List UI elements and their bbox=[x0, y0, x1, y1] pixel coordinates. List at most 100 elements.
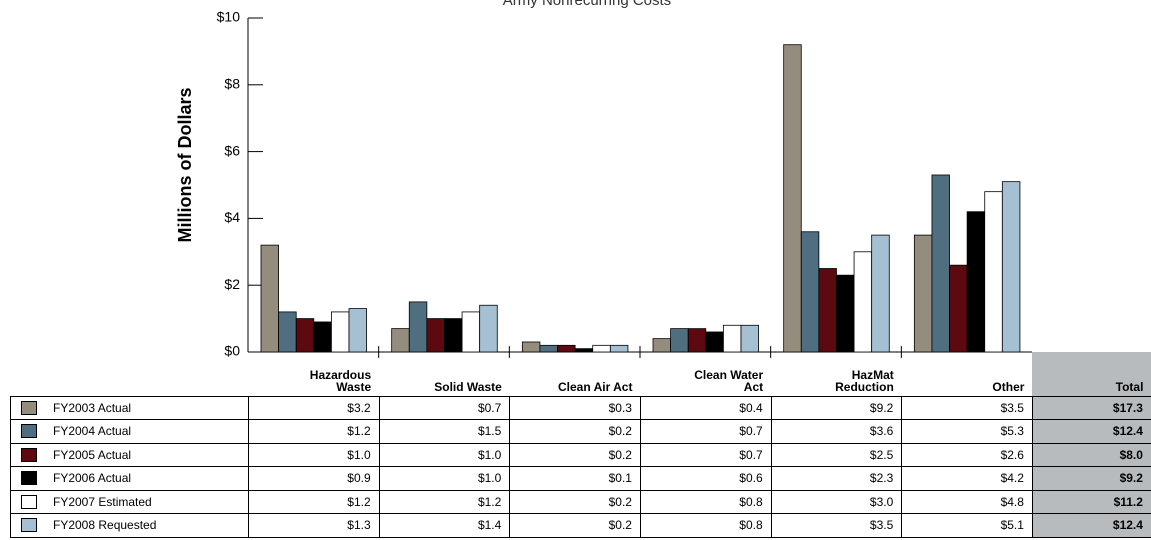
bar bbox=[836, 274, 855, 353]
bar bbox=[913, 234, 933, 353]
value-cell: $1.0 bbox=[378, 466, 511, 491]
bar bbox=[426, 318, 445, 353]
bar bbox=[330, 311, 350, 353]
category-header: Clean Air Act bbox=[509, 352, 641, 397]
value-cell: $0.1 bbox=[509, 466, 641, 491]
series-name: FY2007 Estimated bbox=[53, 494, 152, 509]
bar bbox=[295, 318, 315, 353]
legend-swatch bbox=[21, 518, 37, 532]
bar bbox=[444, 318, 463, 353]
value-cell: $4.8 bbox=[901, 489, 1033, 514]
y-tick-label: $8 bbox=[224, 76, 240, 92]
bar bbox=[1001, 181, 1021, 353]
category-label: HazMat Reduction bbox=[835, 367, 894, 394]
data-row: FY2003 Actual $3.2 $0.7 $0.3 $0.4 $9.2 $3.5 $17… bbox=[10, 395, 1151, 420]
bar bbox=[391, 328, 410, 353]
value-cell: $1.4 bbox=[378, 513, 511, 538]
value-cell: $0.2 bbox=[509, 442, 641, 467]
value-cell: $3.5 bbox=[901, 395, 1033, 420]
category-header: HazMat Reduction bbox=[771, 352, 902, 397]
series-cell: FY2005 Actual bbox=[10, 442, 249, 467]
value-cell: $3.2 bbox=[248, 395, 380, 420]
bar bbox=[818, 268, 837, 353]
value-cell: $0.7 bbox=[639, 442, 772, 467]
value-cell: $1.0 bbox=[248, 442, 380, 467]
data-row: FY2004 Actual $1.2 $1.5 $0.2 $0.7 $3.6 $5.3 $12… bbox=[10, 419, 1151, 444]
value-cell: $9.2 bbox=[770, 395, 903, 420]
legend-swatch bbox=[21, 424, 37, 438]
data-row: FY2006 Actual $0.9 $1.0 $0.1 $0.6 $2.3 $4.2 $9.… bbox=[10, 466, 1151, 491]
value-cell: $0.8 bbox=[639, 513, 772, 538]
series-cell: FY2006 Actual bbox=[10, 466, 249, 491]
value-cell: $0.6 bbox=[639, 466, 772, 491]
series-cell: FY2007 Estimated bbox=[10, 489, 249, 514]
category-label: Clean Air Act bbox=[558, 379, 633, 394]
value-cell: $4.2 bbox=[901, 466, 1033, 491]
bar bbox=[723, 324, 742, 353]
value-cell: $0.4 bbox=[639, 395, 772, 420]
y-axis-label: Millions of Dollars bbox=[175, 87, 195, 242]
corner-cell bbox=[10, 352, 249, 397]
value-cell: $0.3 bbox=[509, 395, 641, 420]
bar bbox=[931, 174, 950, 353]
bar bbox=[871, 234, 890, 353]
y-tick-label: $4 bbox=[224, 209, 240, 225]
bar bbox=[592, 344, 611, 353]
bar bbox=[984, 191, 1003, 353]
bar bbox=[521, 341, 541, 353]
value-cell: $0.2 bbox=[509, 513, 641, 538]
value-cell: $0.9 bbox=[248, 466, 380, 491]
data-row: FY2005 Actual $1.0 $1.0 $0.2 $0.7 $2.5 $2.6 $8.… bbox=[10, 442, 1151, 467]
bar bbox=[461, 311, 481, 353]
bar bbox=[800, 231, 820, 353]
value-cell: $3.0 bbox=[770, 489, 903, 514]
category-label: Hazardous Waste bbox=[309, 367, 372, 394]
series-name: FY2003 Actual bbox=[53, 400, 132, 415]
category-header: Solid Waste bbox=[379, 352, 510, 397]
header-row: Hazardous Waste Solid Waste Clean Air Act C… bbox=[10, 352, 1151, 397]
bar bbox=[687, 328, 707, 353]
value-cell: $3.6 bbox=[770, 419, 903, 444]
bar bbox=[966, 211, 986, 353]
bar bbox=[609, 344, 629, 353]
category-header: Clean Water Act bbox=[640, 352, 772, 397]
data-row: FY2007 Estimated $1.2 $1.2 $0.2 $0.8 $3.0 $4.8… bbox=[10, 489, 1151, 514]
value-cell: $1.5 bbox=[378, 419, 511, 444]
bar bbox=[783, 44, 802, 353]
value-cell: $1.0 bbox=[378, 442, 511, 467]
series-name: FY2008 Requested bbox=[53, 518, 157, 533]
total-cell: $17.3 bbox=[1031, 395, 1151, 420]
value-cell: $0.7 bbox=[639, 419, 772, 444]
value-cell: $3.5 bbox=[770, 513, 903, 538]
value-cell: $2.5 bbox=[770, 442, 903, 467]
bar bbox=[539, 344, 558, 353]
category-header: Hazardous Waste bbox=[248, 352, 380, 397]
legend-swatch bbox=[21, 447, 37, 462]
series-cell: FY2008 Requested bbox=[10, 513, 249, 538]
bar bbox=[348, 308, 368, 353]
series-cell: FY2004 Actual bbox=[10, 419, 249, 444]
value-cell: $5.3 bbox=[901, 419, 1033, 444]
legend-swatch bbox=[21, 494, 37, 509]
series-name: FY2004 Actual bbox=[53, 424, 132, 439]
bar bbox=[949, 264, 968, 353]
value-cell: $1.2 bbox=[248, 419, 380, 444]
value-cell: $1.3 bbox=[248, 513, 380, 538]
legend-swatch bbox=[21, 400, 37, 415]
bar bbox=[479, 304, 498, 353]
series-name: FY2005 Actual bbox=[53, 447, 132, 462]
value-cell: $1.2 bbox=[378, 489, 511, 514]
value-cell: $2.3 bbox=[770, 466, 903, 491]
bar bbox=[408, 301, 428, 353]
total-cell: $9.2 bbox=[1031, 466, 1151, 491]
bar bbox=[557, 344, 576, 353]
bar bbox=[313, 321, 332, 353]
y-tick-label: $2 bbox=[224, 276, 240, 292]
value-cell: $2.6 bbox=[901, 442, 1033, 467]
legend-swatch bbox=[21, 471, 37, 485]
bar bbox=[278, 311, 297, 353]
bar bbox=[670, 328, 689, 353]
bar bbox=[260, 244, 280, 353]
total-cell: $12.4 bbox=[1031, 419, 1151, 444]
